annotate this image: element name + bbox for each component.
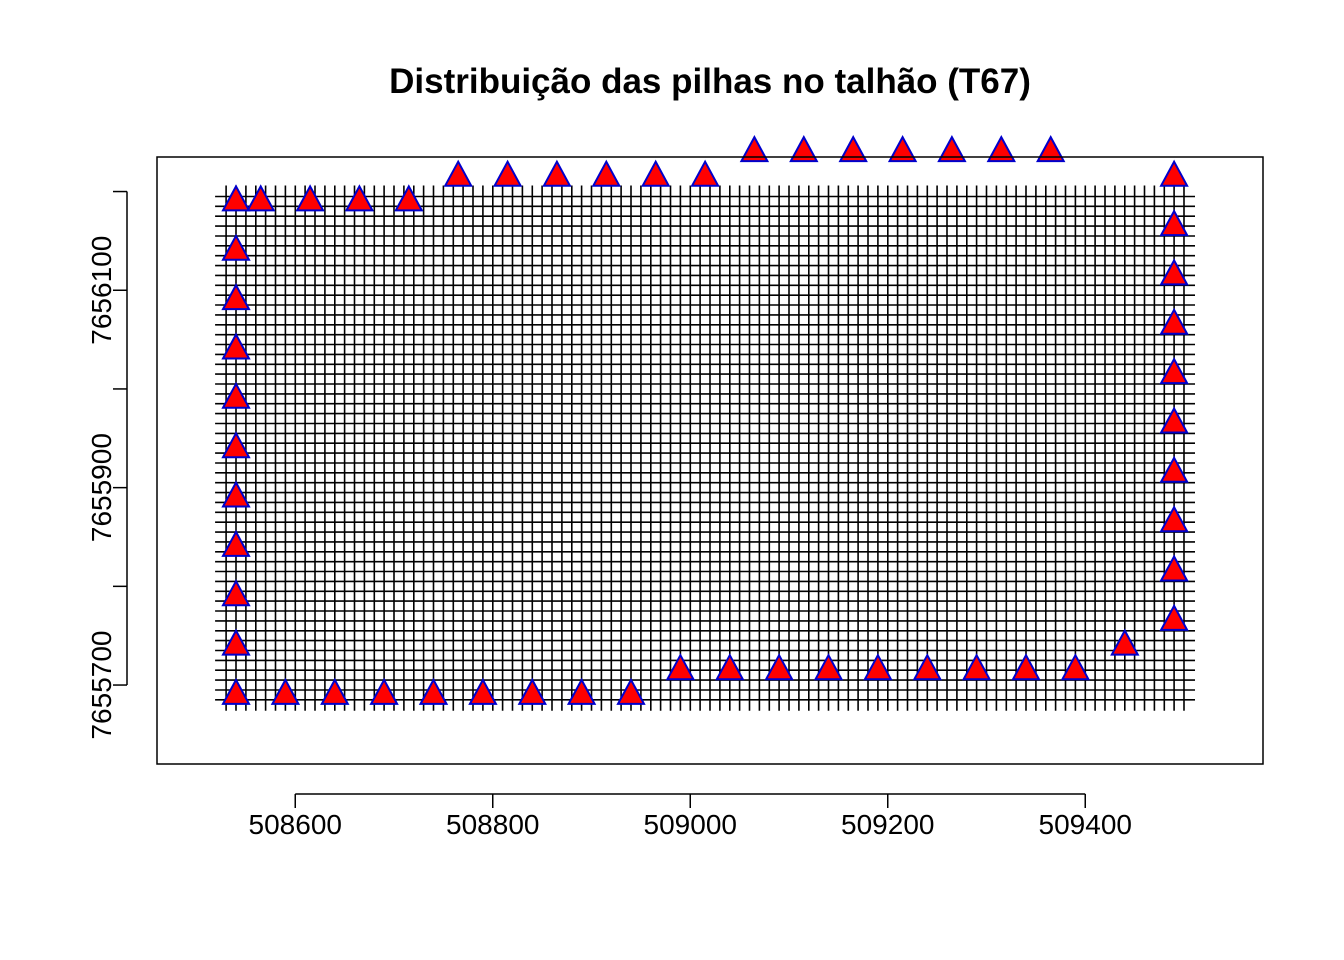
x-tick-label: 508600 [249, 809, 342, 840]
data-point [1011, 653, 1041, 681]
y-tick-label: 7655900 [86, 433, 117, 542]
data-point [641, 159, 671, 187]
data-point [369, 677, 399, 705]
data-point [295, 184, 325, 212]
data-point [221, 628, 251, 656]
x-tick-label: 509400 [1039, 809, 1132, 840]
data-point [221, 431, 251, 459]
data-point [542, 159, 572, 187]
data-point [517, 677, 547, 705]
data-point [813, 653, 844, 681]
data-point [1159, 406, 1189, 434]
data-point [221, 233, 251, 261]
data-point [961, 653, 992, 681]
data-point [937, 135, 967, 163]
data-point [221, 184, 251, 212]
data-point [221, 283, 251, 311]
data-point [863, 653, 893, 681]
data-point [221, 381, 251, 409]
data-point [221, 677, 251, 705]
data-point [418, 677, 449, 705]
data-point [690, 159, 720, 187]
data-point [764, 653, 794, 681]
triangle-markers [221, 135, 1189, 705]
data-point [221, 332, 251, 360]
data-point [1159, 357, 1189, 385]
data-point [468, 677, 498, 705]
data-point [492, 159, 523, 187]
chart-title: Distribuição das pilhas no talhão (T67) [389, 62, 1031, 101]
plot-frame [156, 156, 1264, 765]
data-point [715, 653, 745, 681]
data-point [1110, 628, 1140, 656]
data-point [320, 677, 350, 705]
x-tick-label: 509200 [841, 809, 934, 840]
data-point [1159, 307, 1189, 335]
data-point [665, 653, 696, 681]
axes: 508600 508800 509000 509200 509400 7655700 765… [86, 190, 1132, 840]
data-point [1159, 258, 1189, 286]
data-point [1036, 135, 1066, 163]
data-point [1159, 505, 1189, 533]
data-point [394, 184, 424, 212]
data-point [221, 579, 251, 607]
plus-marker-grid [215, 185, 1195, 711]
data-point [1060, 653, 1091, 681]
data-point [270, 677, 301, 705]
data-point [591, 159, 621, 187]
data-point [887, 135, 918, 163]
data-point [221, 480, 251, 508]
data-point [1159, 159, 1189, 187]
grid-plus-marks [215, 185, 1195, 711]
y-tick-label: 7656100 [86, 236, 117, 345]
x-tick-label: 509000 [644, 809, 737, 840]
x-tick-label: 508800 [446, 809, 539, 840]
data-point [838, 135, 868, 163]
data-point [1159, 455, 1189, 483]
data-point [739, 135, 770, 163]
data-point [1159, 209, 1189, 237]
data-point [246, 184, 276, 212]
y-tick-label: 7655700 [86, 630, 117, 739]
data-point [566, 677, 597, 705]
data-point [1159, 554, 1189, 582]
data-point [986, 135, 1016, 163]
data-point [344, 184, 375, 212]
data-point [789, 135, 819, 163]
data-point [221, 529, 251, 557]
data-point [443, 159, 473, 187]
data-point [1159, 603, 1189, 631]
data-point [912, 653, 942, 681]
data-point [616, 677, 646, 705]
